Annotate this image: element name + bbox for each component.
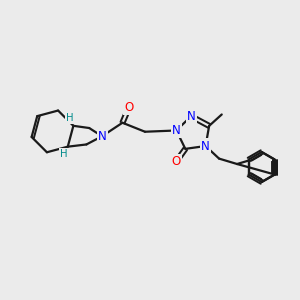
Text: N: N: [201, 140, 210, 152]
Text: O: O: [124, 100, 134, 114]
Text: N: N: [98, 130, 106, 143]
Text: H: H: [60, 149, 68, 159]
Text: N: N: [187, 110, 196, 123]
Text: N: N: [172, 124, 181, 137]
Text: H: H: [66, 113, 73, 123]
Text: O: O: [172, 155, 181, 168]
